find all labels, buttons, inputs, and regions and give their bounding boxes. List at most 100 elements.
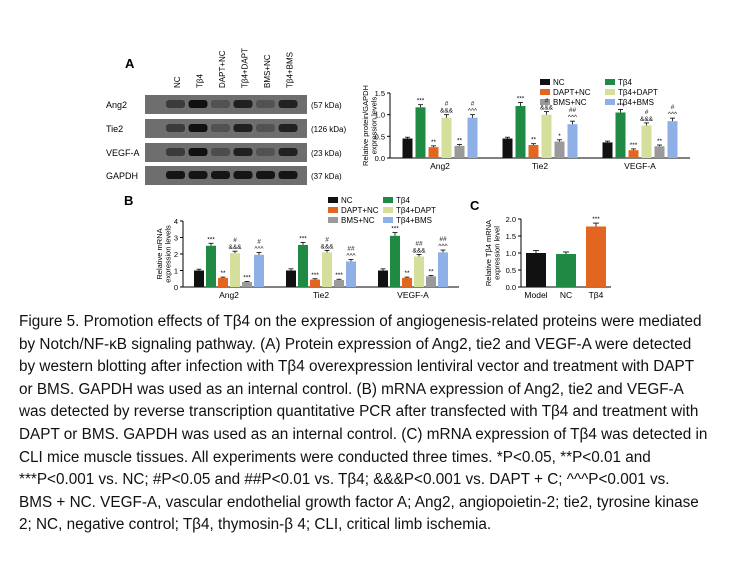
significance-mark: ^^^ bbox=[468, 108, 478, 115]
significance-mark: # bbox=[545, 98, 549, 105]
significance-mark: *** bbox=[617, 102, 625, 109]
caption-line: by Notch/NF-κB signaling pathway. (A) Pr… bbox=[19, 335, 692, 353]
legend-entry: Tβ4+BMS bbox=[618, 98, 654, 107]
x-tick-label: Ang2 bbox=[430, 161, 450, 171]
significance-mark: ** bbox=[220, 270, 226, 277]
blot-band bbox=[211, 100, 230, 108]
significance-mark: # bbox=[325, 236, 329, 243]
significance-mark: # bbox=[233, 237, 237, 244]
x-tick-label: Ang2 bbox=[219, 290, 239, 300]
significance-mark: *** bbox=[335, 272, 343, 279]
legend-swatch bbox=[605, 89, 615, 95]
bar bbox=[667, 121, 678, 158]
bar bbox=[402, 277, 412, 287]
y-tick-label: 1.5 bbox=[375, 89, 385, 98]
y-tick-label: 0.0 bbox=[506, 283, 516, 292]
significance-mark: *** bbox=[311, 272, 319, 279]
blot-kda-label: (126 kDa) bbox=[311, 125, 346, 134]
bar bbox=[206, 245, 216, 287]
legend-swatch bbox=[540, 79, 550, 85]
legend-entry: BMS+NC bbox=[341, 216, 375, 225]
lane-labels: NC Tβ4 DAPT+NC Tβ4+DAPT BMS+NC Tβ4+BMS bbox=[173, 48, 295, 88]
blot-kda-label: (37 kDa) bbox=[311, 172, 342, 181]
legend-swatch bbox=[540, 89, 550, 95]
blot-band bbox=[256, 148, 275, 156]
significance-mark: ^^^ bbox=[346, 252, 356, 259]
blot-band bbox=[166, 100, 185, 108]
bar bbox=[242, 282, 252, 287]
bar bbox=[586, 226, 606, 287]
bar bbox=[426, 276, 436, 287]
bar bbox=[441, 117, 452, 158]
blot-band bbox=[256, 100, 275, 108]
bar bbox=[310, 279, 320, 287]
legend-swatch bbox=[540, 99, 550, 105]
bar bbox=[602, 142, 613, 158]
bar bbox=[218, 277, 228, 287]
lane-label: NC bbox=[173, 76, 182, 88]
legend-entry: DAPT+NC bbox=[341, 206, 379, 215]
significance-mark: # bbox=[645, 109, 649, 116]
caption-line: or BMS. GAPDH was used as an internal co… bbox=[19, 380, 684, 398]
bar bbox=[390, 235, 400, 287]
y-axis-label: Relative mRNAexpression levels bbox=[155, 225, 173, 283]
blot-protein-label: Tie2 bbox=[106, 124, 123, 134]
bar bbox=[254, 254, 264, 287]
significance-mark: ** bbox=[657, 138, 663, 145]
significance-mark: *** bbox=[391, 226, 399, 233]
x-tick-label: VEGF-A bbox=[397, 290, 429, 300]
significance-mark: &&& bbox=[320, 243, 334, 250]
bar bbox=[454, 145, 465, 158]
protein-bar-chart: NC Tβ4 DAPT+NC Tβ4+DAPT BMS+NC Tβ4+BMS 0.0 0.5… bbox=[361, 78, 690, 171]
blot-band bbox=[188, 148, 208, 156]
y-tick-label: 0 bbox=[174, 283, 178, 292]
significance-mark: ^^^ bbox=[568, 114, 578, 121]
blot-protein-label: Ang2 bbox=[106, 100, 127, 110]
significance-mark: *** bbox=[417, 98, 425, 105]
blot-band bbox=[188, 124, 208, 132]
significance-mark: *** bbox=[207, 236, 215, 243]
blot-band bbox=[278, 148, 298, 156]
blot-band bbox=[166, 148, 185, 156]
significance-mark: &&& bbox=[412, 247, 426, 254]
figure-caption: Figure 5. Promotion effects of Tβ4 on th… bbox=[19, 311, 745, 537]
bar bbox=[286, 270, 296, 287]
bar bbox=[615, 112, 626, 158]
bar bbox=[541, 114, 552, 158]
significance-mark: *** bbox=[299, 235, 307, 242]
legend-swatch bbox=[328, 197, 338, 203]
bar bbox=[438, 252, 448, 287]
significance-mark: # bbox=[445, 101, 449, 108]
protein-chart-legend: NC Tβ4 DAPT+NC Tβ4+DAPT BMS+NC Tβ4+BMS bbox=[540, 78, 658, 107]
blot-band bbox=[278, 171, 298, 179]
significance-mark: ** bbox=[404, 270, 410, 277]
legend-swatch bbox=[328, 207, 338, 213]
legend-entry: BMS+NC bbox=[553, 98, 587, 107]
bar bbox=[414, 256, 424, 287]
y-tick-label: 1 bbox=[174, 267, 178, 276]
bar bbox=[515, 106, 526, 158]
blot-band bbox=[188, 100, 208, 108]
blot-rows: Ang2 (57 kDa) Tie2 (126 kDa) VEGF-A (23 kDa) G… bbox=[106, 95, 346, 185]
western-blot-panel: A NC Tβ4 DAPT+NC Tβ4+DAPT BMS+NC Tβ4+BMS Ang2… bbox=[106, 48, 346, 185]
significance-mark: ** bbox=[457, 138, 463, 145]
bar bbox=[415, 107, 426, 158]
lane-label: Tβ4+DAPT bbox=[241, 48, 250, 88]
significance-mark: ** bbox=[428, 268, 434, 275]
lane-label: Tβ4+BMS bbox=[286, 52, 295, 88]
x-tick-label: Tie2 bbox=[313, 290, 329, 300]
bar bbox=[334, 280, 344, 287]
legend-entry: NC bbox=[341, 196, 353, 205]
blot-band bbox=[278, 124, 298, 132]
legend-swatch bbox=[383, 197, 393, 203]
significance-mark: ^^^ bbox=[438, 243, 448, 250]
significance-mark: ** bbox=[531, 137, 537, 144]
blot-protein-label: GAPDH bbox=[106, 171, 138, 181]
blot-kda-label: (23 kDa) bbox=[311, 149, 342, 158]
significance-mark: ^^^ bbox=[668, 111, 678, 118]
lane-label: Tβ4 bbox=[196, 74, 205, 88]
significance-mark: # bbox=[671, 104, 675, 111]
significance-mark: ## bbox=[569, 107, 577, 114]
significance-mark: *** bbox=[517, 96, 525, 103]
legend-swatch bbox=[383, 217, 393, 223]
